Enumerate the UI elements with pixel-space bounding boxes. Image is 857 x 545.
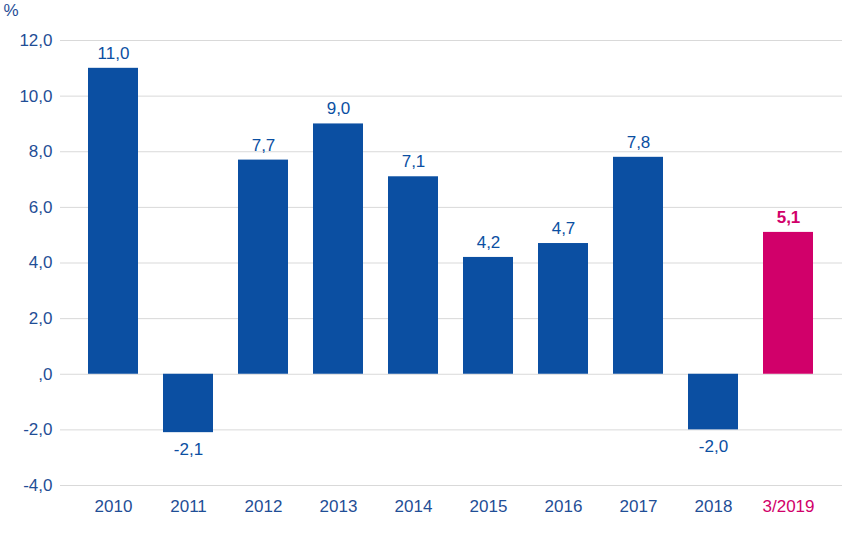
svg-text:11,0: 11,0 [98,44,130,63]
svg-text:4,2: 4,2 [477,233,501,252]
svg-text:7,1: 7,1 [402,152,426,171]
svg-text:7,7: 7,7 [252,136,276,155]
svg-text:4,7: 4,7 [552,219,576,238]
svg-text:6,0: 6,0 [29,198,53,217]
svg-text:10,0: 10,0 [19,87,52,106]
svg-text:7,8: 7,8 [627,133,651,152]
svg-text:4,0: 4,0 [29,253,53,272]
svg-text:2012: 2012 [245,497,283,516]
svg-text:2018: 2018 [695,497,733,516]
svg-text:2016: 2016 [545,497,583,516]
svg-text:2011: 2011 [170,497,207,516]
svg-text:2014: 2014 [395,497,433,516]
svg-text:-2,0: -2,0 [699,437,728,456]
svg-text:2013: 2013 [320,497,358,516]
svg-text:,0: ,0 [38,365,52,384]
svg-text:-4,0: -4,0 [23,476,52,495]
svg-text:12,0: 12,0 [19,31,52,50]
svg-text:5,1: 5,1 [777,208,801,227]
svg-text:8,0: 8,0 [29,142,53,161]
svg-text:2015: 2015 [470,497,508,516]
svg-text:9,0: 9,0 [327,99,351,118]
svg-text:-2,1: -2,1 [174,440,203,459]
svg-text:%: % [4,1,19,20]
svg-text:2017: 2017 [620,497,658,516]
svg-text:2010: 2010 [95,497,133,516]
svg-text:3/2019: 3/2019 [763,497,815,516]
svg-text:2,0: 2,0 [29,309,53,328]
svg-text:-2,0: -2,0 [23,420,52,439]
